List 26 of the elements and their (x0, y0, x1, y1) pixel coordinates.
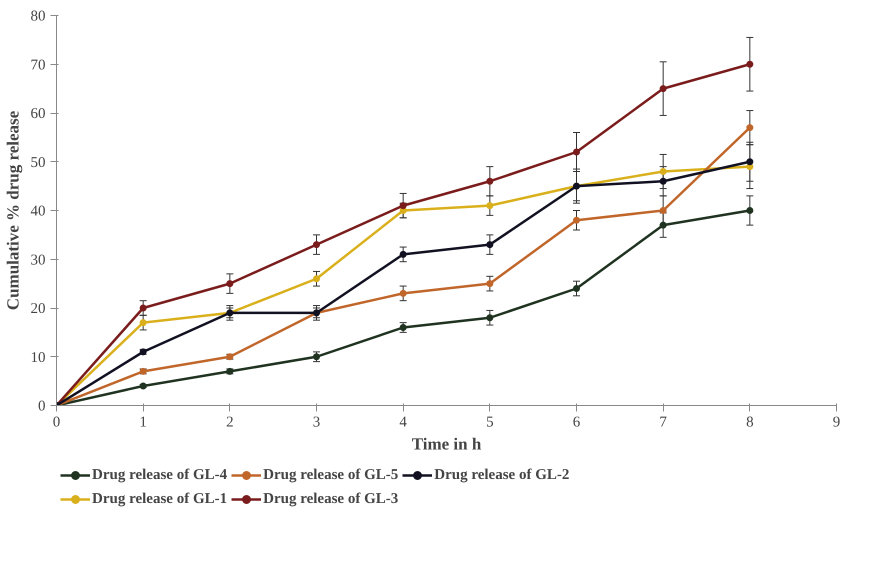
x-tick-label: 7 (659, 414, 668, 430)
y-tick-label: 70 (30, 57, 46, 74)
x-tick-label: 5 (486, 414, 494, 430)
x-tick-label: 8 (746, 414, 754, 430)
x-tick-label: 1 (139, 414, 147, 430)
legend-label: Drug release of GL-2 (434, 466, 570, 484)
y-tick-label: 10 (30, 350, 46, 366)
y-tick-label: 20 (30, 301, 46, 317)
x-tick-label: 4 (399, 414, 408, 430)
legend-label: Drug release of GL-3 (263, 490, 398, 508)
x-tick-label: 6 (572, 414, 581, 430)
x-axis-title: Time in h (412, 434, 482, 454)
y-tick-label: 30 (30, 252, 46, 268)
y-tick-label: 0 (38, 398, 46, 414)
legend-label: Drug release of GL-4 (92, 466, 228, 484)
y-tick-label: 80 (30, 8, 46, 24)
y-tick-label: 60 (30, 106, 46, 122)
y-tick-label: 40 (30, 204, 46, 220)
x-tick-label: 9 (832, 414, 840, 430)
x-tick-label: 2 (226, 414, 234, 430)
y-tick-label: 50 (30, 154, 46, 171)
y-axis-title: Cumulative % drug release (4, 110, 22, 310)
x-tick-label: 3 (312, 414, 320, 430)
legend-label: Drug release of GL-5 (263, 466, 398, 484)
x-tick-label: 0 (52, 414, 60, 430)
legend-label: Drug release of GL-1 (92, 490, 228, 508)
